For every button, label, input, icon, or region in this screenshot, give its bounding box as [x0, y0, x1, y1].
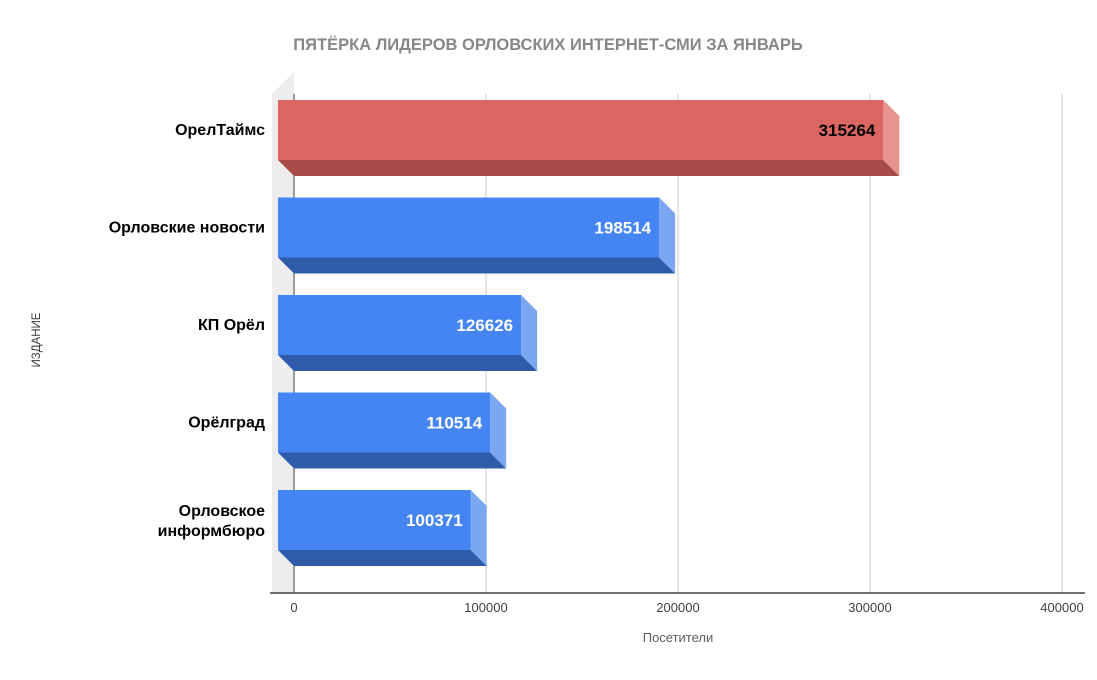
bar-value-label: 110514 — [426, 414, 482, 433]
bar-end-face — [490, 392, 507, 469]
x-tick-label: 100000 — [464, 600, 507, 615]
bar-value-label: 126626 — [456, 316, 513, 335]
x-tick-label: 200000 — [656, 600, 699, 615]
x-tick-label: 300000 — [848, 600, 891, 615]
bar — [278, 197, 660, 258]
bar-value-label: 198514 — [594, 219, 651, 238]
bar-bottom-face — [278, 355, 538, 371]
bar — [278, 295, 522, 355]
x-tick-label: 400000 — [1040, 600, 1083, 615]
bar — [278, 490, 471, 550]
bar-end-face — [883, 100, 900, 176]
bar-value-label: 315264 — [819, 121, 876, 140]
category-label: КП Орёл — [198, 317, 265, 334]
bar-bottom-face — [278, 452, 507, 469]
bar — [278, 392, 491, 453]
bar-bottom-face — [278, 550, 487, 566]
chart-title: ПЯТЁРКА ЛИДЕРОВ ОРЛОВСКИХ ИНТЕРНЕТ-СМИ З… — [293, 36, 803, 54]
category-label: Орловские новости — [109, 220, 265, 237]
y-axis-title: ИЗДАНИЕ — [31, 312, 43, 367]
bar-value-label: 100371 — [406, 511, 463, 530]
bar-end-face — [470, 490, 487, 566]
x-tick-label: 0 — [290, 600, 297, 615]
category-label: Орловское информбюро — [158, 503, 266, 540]
bar-end-face — [659, 197, 676, 274]
category-label: Орёлград — [188, 415, 265, 432]
bar — [278, 100, 884, 160]
bar-bottom-face — [278, 160, 900, 176]
bar-end-face — [521, 295, 538, 371]
category-label: ОрелТаймс — [175, 122, 265, 139]
plot-area: 315264 ОрелТаймс 198514 Орловские новости 12… — [109, 72, 1085, 615]
bar-bottom-face — [278, 257, 676, 274]
x-axis-title: Посетители — [643, 630, 714, 645]
